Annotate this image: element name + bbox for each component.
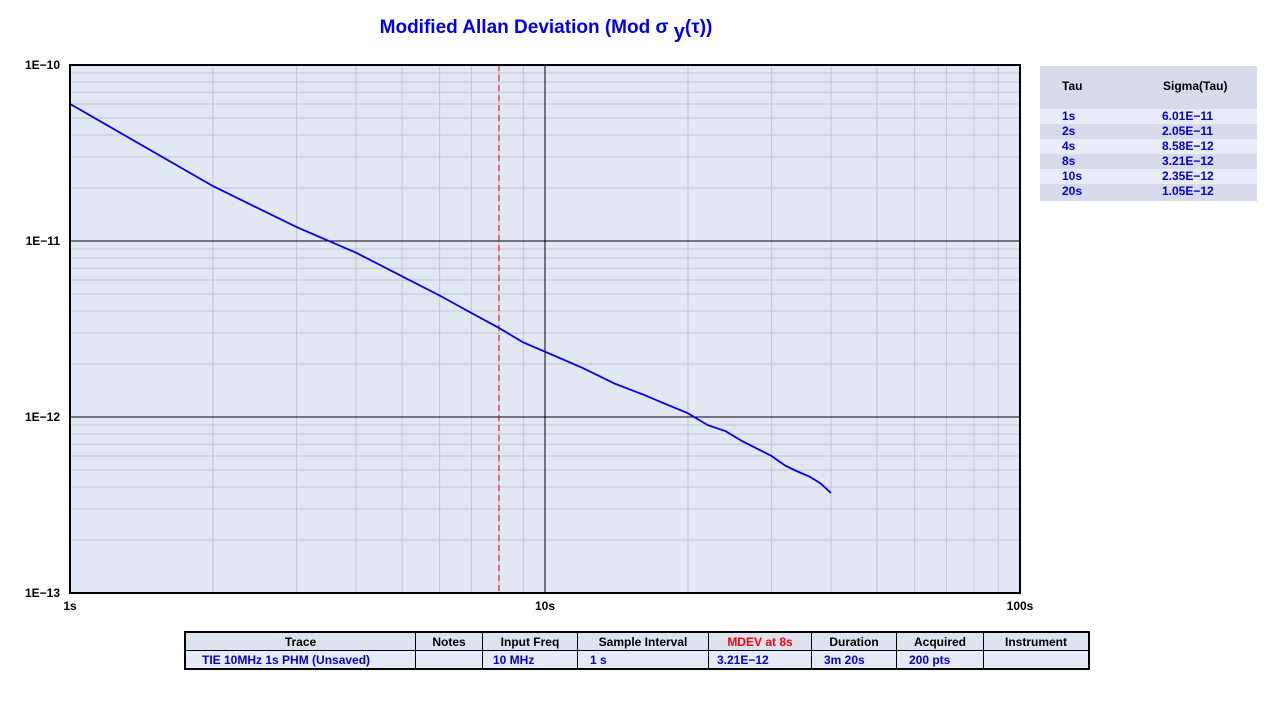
trace-info-row[interactable]: TIE 10MHz 1s PHM (Unsaved) 10 MHz 1 s 3.…	[184, 650, 1090, 670]
sigma-row-tau: 1s	[1062, 109, 1076, 123]
y-tick-label: 1E−10	[25, 58, 60, 72]
sigma-row-tau: 10s	[1062, 169, 1083, 183]
cell-input-freq[interactable]: 10 MHz	[482, 650, 578, 670]
trace-info-header-row: Trace Notes Input Freq Sample Interval M…	[184, 631, 1090, 651]
sigma-row: 10s 2.35E−12	[1040, 169, 1257, 184]
y-tick-label: 1E−12	[25, 410, 60, 424]
y-tick-label: 1E−11	[26, 234, 61, 248]
sigma-row-value: 6.01E−11	[1162, 109, 1214, 123]
sigma-row-tau: 2s	[1062, 124, 1076, 138]
sigma-row: 8s 3.21E−12	[1040, 154, 1257, 169]
sigma-table-header-sigma: Sigma(Tau)	[1163, 79, 1228, 93]
plot-frame	[69, 64, 1021, 594]
cell-duration[interactable]: 3m 20s	[811, 650, 897, 670]
sigma-row-value: 1.05E−12	[1162, 184, 1214, 198]
header-instrument[interactable]: Instrument	[983, 631, 1090, 651]
cell-notes[interactable]	[415, 650, 483, 670]
chart-title-subscript: y	[673, 21, 685, 43]
sigma-row-value: 2.35E−12	[1162, 169, 1214, 183]
x-tick-label: 1s	[63, 599, 77, 613]
sigma-table-panel: Tau Sigma(Tau) 1s 6.01E−11 2s 2.05E−11 4s 8…	[1040, 66, 1257, 201]
header-mdev[interactable]: MDEV at 8s	[708, 631, 812, 651]
sigma-row: 4s 8.58E−12	[1040, 139, 1257, 154]
sigma-row-tau: 4s	[1062, 139, 1076, 153]
header-trace[interactable]: Trace	[184, 631, 416, 651]
header-sample-interval[interactable]: Sample Interval	[577, 631, 709, 651]
chart-title: Modified Allan Deviation (Mod σ y(τ))	[0, 16, 1092, 43]
x-tick-label: 100s	[1007, 599, 1034, 613]
sigma-table-header-tau: Tau	[1062, 79, 1083, 93]
header-acquired[interactable]: Acquired	[896, 631, 984, 651]
sigma-row-tau: 20s	[1062, 184, 1083, 198]
sigma-row: 1s 6.01E−11	[1040, 109, 1257, 124]
series-line	[69, 103, 832, 494]
x-tick-label: 10s	[535, 599, 555, 613]
sigma-row: 2s 2.05E−11	[1040, 124, 1257, 139]
chart-title-main: Modified Allan Deviation (Mod σ	[379, 17, 674, 38]
sigma-row-value: 3.21E−12	[1162, 154, 1214, 168]
sigma-row-tau: 8s	[1062, 154, 1076, 168]
header-duration[interactable]: Duration	[811, 631, 897, 651]
header-input-freq[interactable]: Input Freq	[482, 631, 578, 651]
cell-trace[interactable]: TIE 10MHz 1s PHM (Unsaved)	[184, 650, 416, 670]
cell-mdev[interactable]: 3.21E−12	[708, 650, 812, 670]
sigma-row-value: 8.58E−12	[1162, 139, 1214, 153]
cell-instrument[interactable]	[983, 650, 1090, 670]
sigma-row: 20s 1.05E−12	[1040, 184, 1257, 199]
sigma-table-rows: 1s 6.01E−11 2s 2.05E−11 4s 8.58E−12 8s 3.21E…	[1040, 109, 1257, 199]
header-notes[interactable]: Notes	[415, 631, 483, 651]
chart-title-tail: (τ))	[684, 17, 713, 38]
y-tick-label: 1E−13	[25, 586, 60, 600]
cell-acquired[interactable]: 200 pts	[896, 650, 984, 670]
sigma-row-value: 2.05E−11	[1162, 124, 1214, 138]
trace-info-table: Trace Notes Input Freq Sample Interval M…	[184, 631, 1090, 670]
cell-sample-interval[interactable]: 1 s	[577, 650, 709, 670]
